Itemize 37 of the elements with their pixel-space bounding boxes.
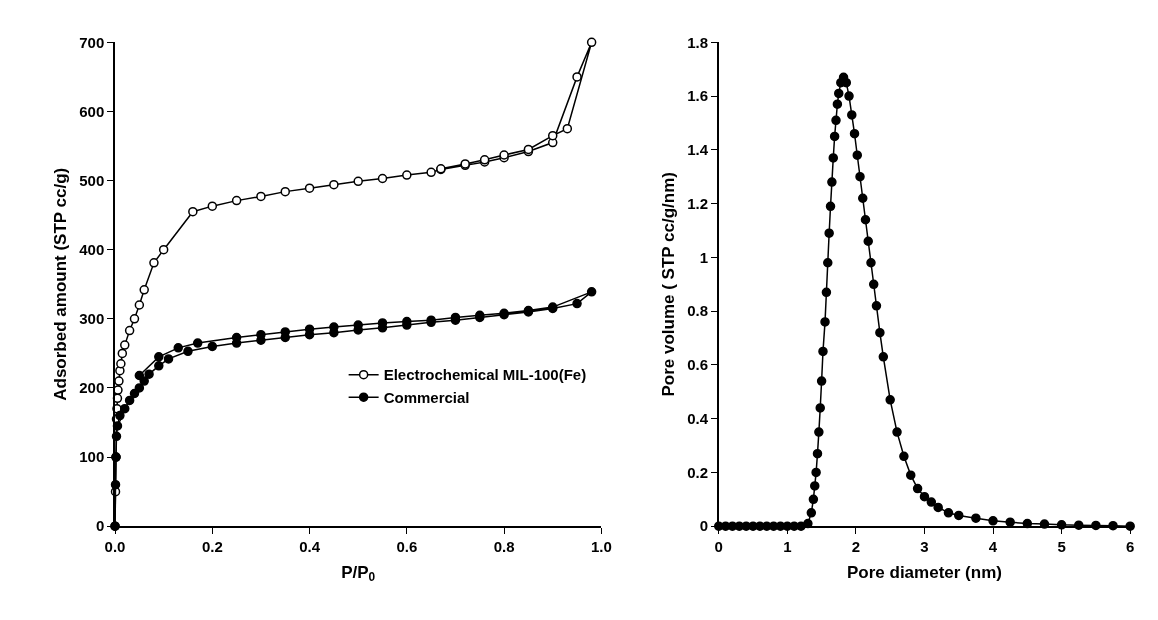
y-tick-label: 700 bbox=[79, 33, 105, 51]
x-axis-title: P/P$_{0}$ bbox=[341, 562, 376, 585]
y-tick-label: 1.4 bbox=[687, 141, 709, 159]
y-axis-title: Pore volume ( STP cc/g/nm) bbox=[659, 172, 679, 397]
y-tick-label: 100 bbox=[79, 448, 105, 466]
x-axis-title: Pore diameter (nm) bbox=[846, 562, 1002, 582]
x-tick-label: 0.4 bbox=[299, 537, 321, 555]
y-tick-label: 1.2 bbox=[687, 194, 708, 212]
y-tick-label: 0.8 bbox=[687, 302, 708, 320]
y-tick-label: 0 bbox=[699, 517, 708, 535]
y-tick-label: 1.8 bbox=[687, 33, 708, 51]
y-tick-label: 0.6 bbox=[687, 356, 708, 374]
y-tick-label: 200 bbox=[79, 379, 105, 397]
x-tick-label: 0.2 bbox=[201, 537, 223, 555]
x-tick-label: 3 bbox=[920, 537, 929, 555]
y-tick-label: 300 bbox=[79, 310, 105, 328]
y-tick-label: 400 bbox=[79, 240, 105, 258]
y-tick-label: 1 bbox=[699, 248, 708, 266]
y-tick-label: 1.6 bbox=[687, 87, 708, 105]
y-tick-label: 0 bbox=[95, 517, 105, 535]
y-tick-label: 0.2 bbox=[687, 463, 708, 481]
legend-label: Electrochemical MIL-100(Fe) bbox=[383, 366, 587, 384]
x-tick-label: 1.0 bbox=[590, 537, 612, 555]
x-tick-label: 2 bbox=[851, 537, 861, 555]
x-tick-label: 1 bbox=[783, 537, 792, 555]
y-tick-label: 0.4 bbox=[687, 409, 709, 427]
x-tick-label: 6 bbox=[1126, 537, 1135, 555]
legend-label: Commercial bbox=[383, 388, 470, 406]
x-tick-label: 0.8 bbox=[493, 537, 515, 555]
x-tick-label: 0 bbox=[714, 537, 723, 555]
x-tick-label: 0.0 bbox=[104, 537, 126, 555]
x-tick-label: 5 bbox=[1057, 537, 1066, 555]
y-axis-title: Adsorbed amount (STP cc/g) bbox=[51, 167, 71, 401]
y-tick-label: 500 bbox=[79, 171, 105, 189]
y-tick-label: 600 bbox=[79, 102, 105, 120]
x-tick-label: 4 bbox=[988, 537, 998, 555]
x-tick-label: 0.6 bbox=[396, 537, 418, 555]
